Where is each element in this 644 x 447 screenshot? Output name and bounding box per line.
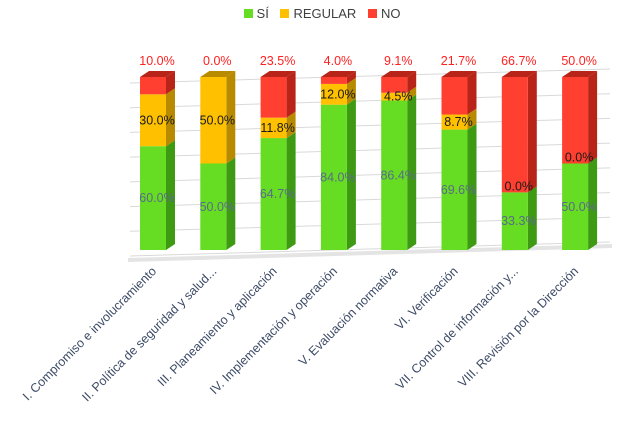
category-label: VII. Control de información y... [393, 264, 521, 392]
legend-swatch-regular [280, 9, 290, 18]
bar-segment-s [501, 192, 528, 250]
bar-segment-no-side [467, 71, 477, 115]
bar-segment-no-side [527, 71, 537, 193]
bar-segment-no [441, 77, 468, 115]
data-label: 84.0% [320, 170, 355, 184]
category-label: I. Compromiso e involucramiento [20, 264, 159, 403]
bar-segment-regular-side [226, 71, 236, 164]
data-label: 33.3% [501, 214, 536, 228]
bar-segment-s-side [467, 123, 477, 250]
bar-top-cap [501, 71, 537, 77]
bar-segment-regular-side [166, 88, 175, 147]
bar-segment-s [260, 138, 287, 250]
legend-item-no: NO [367, 6, 401, 21]
bar-segment-no-side [286, 71, 296, 118]
data-label: 0.0% [505, 179, 534, 193]
bar-segment-no-side [407, 71, 417, 93]
legend-item-regular: REGULAR [280, 6, 356, 21]
data-label: 50.0% [200, 200, 235, 214]
data-label: 50.0% [200, 113, 235, 127]
bar-segment-regular-side [286, 111, 296, 139]
data-label: 86.4% [380, 168, 415, 182]
chart-floor [128, 244, 612, 262]
bar-top-cap [320, 71, 356, 77]
bar-segment-s [200, 163, 227, 250]
bar-top-cap [562, 71, 598, 77]
legend-swatch-si [243, 9, 253, 18]
bar-segment-s [140, 146, 166, 250]
data-label: 21.7% [441, 54, 476, 68]
data-label: 50.0% [561, 54, 596, 68]
bar-segment-regular [140, 94, 166, 147]
bar-segment-no-side [346, 71, 356, 84]
data-label: 0.0% [565, 151, 594, 165]
bar-segment-s-side [286, 132, 296, 250]
legend-label-no: NO [380, 6, 401, 21]
bar-segment-s-side [527, 186, 537, 250]
bar-top-cap [260, 71, 296, 77]
bar-segment-s [381, 100, 408, 250]
data-label: 30.0% [139, 113, 174, 127]
bar-segment-no [140, 77, 166, 95]
data-label: 4.5% [384, 90, 413, 104]
bar-segment-s-side [588, 157, 598, 250]
category-label: VIII. Revisión por la Dirección [455, 264, 581, 390]
bar-segment-s-side [166, 140, 175, 250]
bar-segment-s [441, 129, 468, 250]
bar-segment-no-side [588, 71, 598, 164]
bar-segment-no [562, 77, 589, 164]
data-label: 66.7% [501, 54, 536, 68]
data-label: 8.7% [444, 115, 473, 129]
bar-segment-s-side [346, 98, 356, 251]
legend-label-regular: REGULAR [293, 6, 357, 21]
data-label: 12.0% [320, 87, 355, 101]
legend-label-si: SÍ [256, 6, 269, 21]
bar-top-cap [381, 71, 417, 77]
bar-top-cap [140, 71, 175, 77]
bar-segment-no [320, 77, 347, 84]
data-label: 11.8% [260, 121, 295, 135]
bar-segment-regular [200, 77, 227, 164]
data-label: 64.7% [260, 187, 295, 201]
category-label: III. Planeamiento y aplicación [155, 264, 280, 389]
legend-item-si: SÍ [243, 6, 269, 21]
data-label: 9.1% [384, 54, 413, 68]
data-label: 23.5% [260, 54, 295, 68]
bar-top-cap [200, 71, 236, 77]
data-label: 60.0% [139, 191, 174, 205]
legend-swatch-no [367, 9, 377, 18]
bar-top-cap [441, 71, 477, 77]
bar-segment-s [562, 163, 589, 250]
bar-segment-regular [381, 92, 408, 101]
data-label: 4.0% [324, 54, 353, 68]
category-label: VI. Verificación [392, 264, 460, 332]
bar-segment-regular [320, 83, 347, 105]
data-label: 50.0% [561, 200, 596, 214]
data-label: 10.0% [139, 54, 174, 68]
bar-segment-no [381, 77, 408, 93]
category-label: IV. Implementación y operación [207, 264, 340, 397]
bar-segment-regular-side [407, 86, 417, 101]
data-label: 69.6% [441, 183, 476, 197]
bar-segment-s [320, 104, 347, 251]
bar-segment-no [501, 77, 528, 193]
bar-segment-regular [441, 114, 468, 130]
bar-segment-regular-side [467, 108, 477, 130]
legend: SÍ REGULAR NO [0, 6, 644, 21]
category-label: V. Evaluación normativa [296, 264, 400, 368]
bar-segment-regular-side [346, 77, 356, 105]
bar-segment-s-side [226, 157, 236, 250]
bar-segment-regular [260, 117, 287, 139]
bar-segment-no [260, 77, 287, 118]
bar-segment-no-side [166, 71, 175, 95]
bar-segment-s-side [407, 94, 417, 250]
data-label: 0.0% [203, 54, 232, 68]
